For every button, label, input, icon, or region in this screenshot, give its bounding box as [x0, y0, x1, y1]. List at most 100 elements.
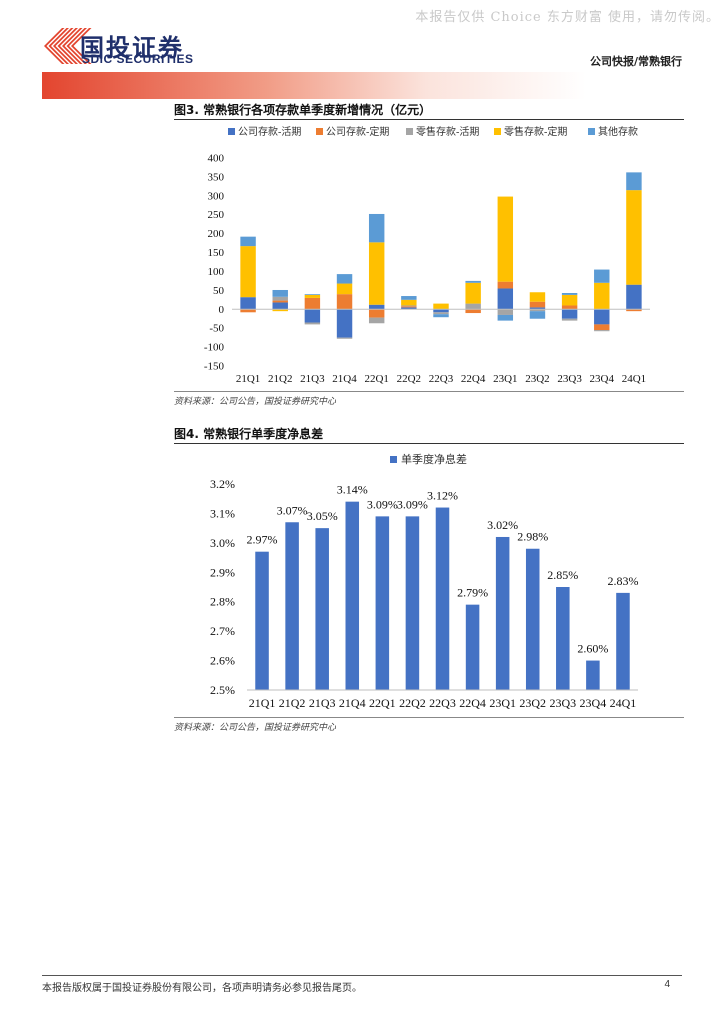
y-tick-label: 250 — [208, 209, 225, 221]
bar-segment — [561, 293, 578, 295]
bar-segment — [240, 246, 256, 298]
bar-segment — [240, 297, 256, 310]
x-tick-label: 23Q2 — [519, 696, 546, 710]
data-label: 3.12% — [427, 489, 458, 503]
bar-segment — [401, 306, 417, 308]
bar — [616, 592, 630, 690]
x-tick-label: 23Q3 — [549, 696, 576, 710]
y-tick-label: 3.1% — [210, 506, 235, 520]
x-tick-label: 22Q4 — [459, 696, 486, 710]
y-tick-label: 300 — [208, 190, 225, 202]
y-tick-label: 150 — [208, 247, 225, 259]
bar — [586, 660, 600, 690]
bar-segment — [433, 309, 449, 313]
y-tick-label: 400 — [208, 153, 225, 165]
page-number: 4 — [664, 979, 670, 990]
bar — [435, 507, 450, 690]
x-tick-label: 24Q1 — [610, 696, 637, 710]
data-label: 3.05% — [307, 509, 338, 523]
bar-segment — [497, 288, 514, 310]
legend-label: 零售存款-活期 — [416, 125, 479, 138]
bar-segment — [304, 297, 321, 310]
y-tick-label: 2.9% — [210, 565, 235, 579]
bar-segment — [626, 172, 642, 191]
figure3-top-rule — [174, 119, 684, 120]
bar-segment — [594, 269, 610, 283]
bar-segment — [368, 213, 385, 243]
y-tick-label: 3.2% — [210, 477, 235, 491]
bar-segment — [497, 196, 514, 282]
bar-segment — [594, 330, 610, 332]
bar-segment — [336, 283, 353, 295]
bar-segment — [272, 296, 288, 301]
bar-segment — [433, 312, 449, 315]
logo-stripe — [44, 28, 65, 46]
bar-segment — [336, 337, 353, 339]
brand-name-en: SDIC SECURITIES — [82, 52, 194, 66]
bar-segment — [401, 305, 417, 307]
y-tick-label: 2.6% — [210, 654, 235, 668]
bar-segment — [368, 304, 385, 310]
x-tick-label: 22Q2 — [399, 696, 426, 710]
bar-segment — [401, 307, 417, 310]
bar-segment — [626, 284, 642, 310]
bar-segment — [465, 280, 481, 283]
legend-label: 零售存款-定期 — [504, 125, 567, 138]
logo-stripe — [48, 46, 69, 64]
legend-swatch — [390, 456, 397, 463]
legend-label: 公司存款-活期 — [238, 125, 301, 138]
bar-segment — [497, 281, 514, 289]
logo-stripe — [71, 46, 92, 64]
bar — [465, 604, 480, 690]
data-label: 3.07% — [277, 503, 308, 517]
y-tick-label: 2.5% — [210, 683, 235, 697]
y-tick-label: -150 — [204, 361, 225, 373]
bar-segment — [626, 309, 642, 312]
deposit-chart: 公司存款-活期 公司存款-定期 零售存款-活期 零售存款-定期 其他存款 -150 -100… — [204, 125, 650, 385]
bar-segment — [304, 294, 321, 295]
bar-segment — [433, 314, 449, 318]
bar-segment — [368, 317, 385, 324]
y-tick-label: 50 — [213, 285, 225, 297]
bar-segment — [336, 309, 353, 338]
legend-label: 公司存款-定期 — [326, 125, 389, 138]
bar-segment — [529, 301, 546, 308]
bar-segment — [272, 289, 288, 297]
figure4-top-rule — [174, 443, 684, 444]
bar-segment — [304, 294, 321, 298]
x-tick-label: 22Q2 — [397, 373, 421, 385]
data-label: 2.83% — [607, 574, 638, 588]
legend-swatch — [588, 128, 595, 135]
bar-segment — [240, 236, 256, 247]
x-tick-label: 22Q4 — [461, 373, 486, 385]
bar-segment — [336, 274, 353, 284]
bar-segment — [497, 309, 514, 315]
nim-chart: 单季度净息差 2.5% 2.6% 2.7% 2.8% 2.9% 3.0% 3.1% 3.2% 2.… — [210, 452, 638, 710]
bar-segment — [401, 299, 417, 306]
bar-segment — [401, 296, 417, 300]
data-label: 2.85% — [547, 568, 578, 582]
logo-stripe — [53, 46, 74, 64]
y-tick-label: 3.0% — [210, 536, 235, 550]
logo-stripe — [48, 28, 69, 46]
legend-swatch — [406, 128, 413, 135]
bar — [495, 536, 510, 690]
figure3-bottom-rule — [174, 391, 684, 392]
x-tick-label: 22Q3 — [429, 373, 454, 385]
x-tick-label: 21Q2 — [268, 373, 292, 385]
data-label: 3.14% — [337, 483, 368, 497]
x-tick-label: 23Q4 — [590, 373, 615, 385]
bar-segment — [497, 314, 514, 321]
x-tick-label: 22Q3 — [429, 696, 456, 710]
x-tick-label: 21Q2 — [279, 696, 306, 710]
data-label: 3.09% — [397, 497, 428, 511]
logo-stripe — [53, 28, 74, 46]
bar-segment — [433, 303, 449, 310]
legend-label: 单季度净息差 — [401, 452, 467, 466]
logo-stripe — [57, 28, 78, 46]
figure4-title: 图4. 常熟银行单季度净息差 — [174, 427, 324, 441]
y-tick-label: 200 — [208, 228, 225, 240]
logo-stripe — [71, 28, 92, 46]
data-label: 3.09% — [367, 497, 398, 511]
sdic-logo-icon — [44, 28, 92, 64]
